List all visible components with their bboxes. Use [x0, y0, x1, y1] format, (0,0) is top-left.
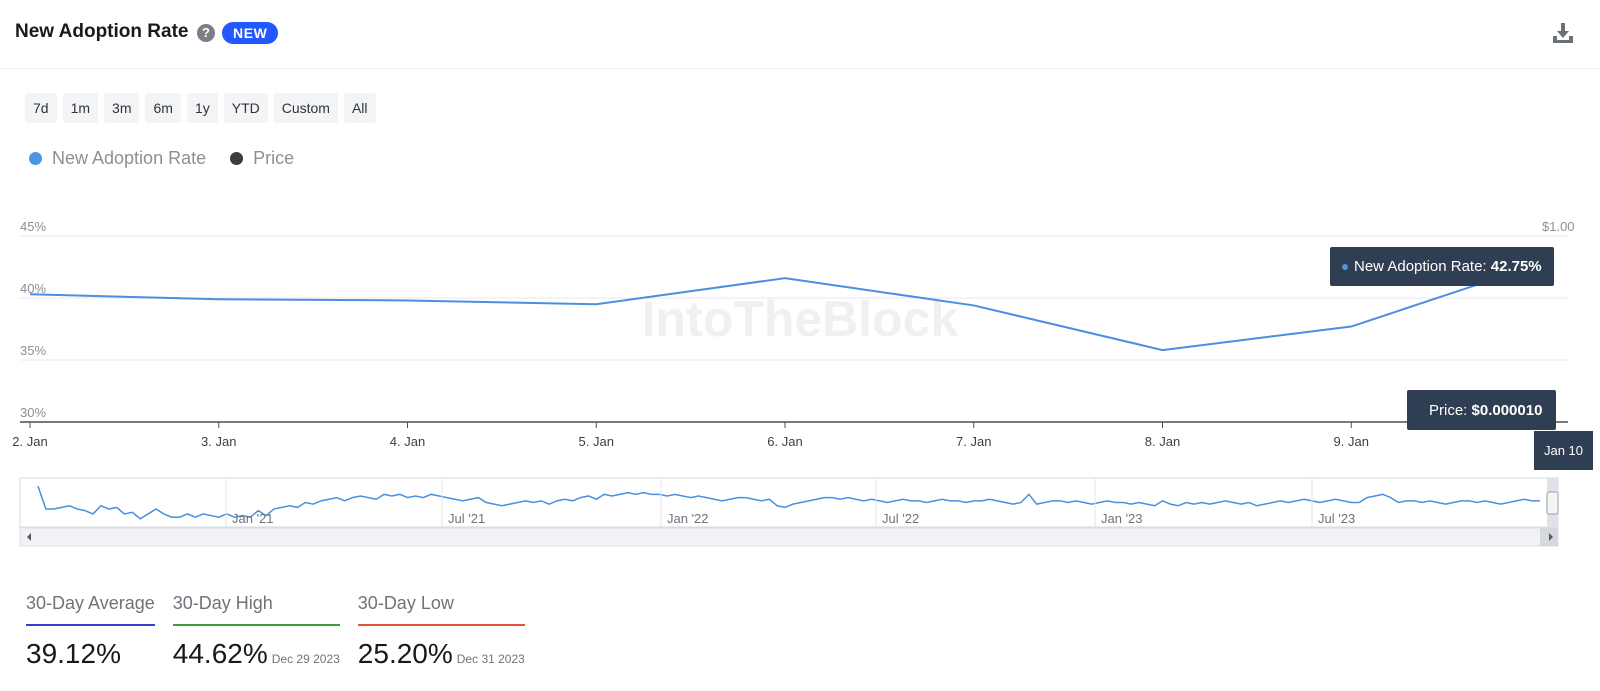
tooltip-price: Price: $0.000010: [1407, 390, 1557, 430]
stat-30-day-low: 30-Day Low 25.20% Dec 31 2023: [357, 593, 525, 670]
data-point[interactable]: [28, 292, 32, 296]
line-chart[interactable]: 30% 35% 40% 45% $1.00 IntoTheBlock 2. Jan 3. Ja…: [0, 200, 1600, 560]
x-tick-label: 9. Jan: [1334, 434, 1369, 449]
stats-row: 30-Day Average 39.12% 30-Day High 44.62%…: [26, 593, 543, 670]
help-icon[interactable]: ?: [197, 24, 215, 42]
range-custom-button[interactable]: Custom: [273, 93, 338, 123]
x-tick-label: 3. Jan: [201, 434, 236, 449]
scroll-left-icon[interactable]: [27, 533, 31, 541]
data-point[interactable]: [1349, 325, 1353, 329]
data-point[interactable]: [594, 302, 598, 306]
navigator-series: [37, 485, 1540, 520]
range-7d-button[interactable]: 7d: [25, 93, 57, 123]
tooltip-price-label: Price:: [1429, 401, 1468, 419]
legend-item-price[interactable]: Price: [230, 148, 294, 169]
navigator-label: Jul '22: [882, 511, 919, 526]
y-tick-label: 45%: [20, 219, 46, 234]
download-icon[interactable]: [1552, 22, 1574, 44]
legend-item-adoption-rate[interactable]: New Adoption Rate: [29, 148, 206, 169]
legend-label-adoption-rate: New Adoption Rate: [52, 148, 207, 168]
stat-label: 30-Day High: [172, 593, 340, 626]
tooltip-adoption-rate: New Adoption Rate: 42.75%: [1330, 247, 1554, 286]
right-axis-tick-label: $1.00: [1542, 219, 1575, 234]
chart-header: New Adoption Rate ? NEW: [0, 0, 1600, 69]
new-badge: NEW: [222, 22, 279, 44]
data-point[interactable]: [406, 298, 410, 302]
stat-value: 39.12%: [26, 638, 121, 669]
range-selector: 7d 1m 3m 6m 1y YTD Custom All: [25, 93, 376, 123]
y-tick-label: 40%: [20, 281, 46, 296]
tooltip-dot: [1342, 263, 1348, 270]
navigator-label: Jan '22: [667, 511, 709, 526]
data-point[interactable]: [217, 297, 221, 301]
x-tick-label: 5. Jan: [579, 434, 614, 449]
navigator-label: Jan '23: [1101, 511, 1143, 526]
tooltip-rate-value: 42.75%: [1490, 258, 1542, 275]
data-point[interactable]: [972, 303, 976, 307]
legend-dot-adoption-rate: [29, 152, 42, 165]
stat-30-day-average: 30-Day Average 39.12%: [26, 593, 155, 670]
stat-value: 25.20% Dec 31 2023: [357, 638, 525, 669]
series-line-adoption-rate: [29, 262, 1541, 352]
data-point[interactable]: [1161, 348, 1165, 352]
legend-dot-price: [230, 152, 244, 165]
stat-30-day-high: 30-Day High 44.62% Dec 29 2023: [172, 593, 340, 670]
tooltip-date: Jan 10: [1534, 431, 1593, 470]
range-all-button[interactable]: All: [343, 93, 376, 123]
range-1y-button[interactable]: 1y: [186, 93, 218, 123]
stat-label: 30-Day Average: [26, 593, 155, 626]
chart-legend: New Adoption Rate Price: [29, 148, 318, 169]
page-title: New Adoption Rate: [15, 21, 189, 42]
x-tick-label: 2. Jan: [12, 434, 47, 449]
watermark: IntoTheBlock: [642, 291, 959, 347]
tooltip-price-value: $0.000010: [1471, 401, 1543, 419]
navigator-label: Jul '23: [1318, 511, 1355, 526]
x-tick-label: 7. Jan: [956, 434, 991, 449]
stat-value: 44.62% Dec 29 2023: [172, 638, 340, 669]
tooltip-rate-label: New Adoption Rate:: [1354, 258, 1487, 275]
scroll-right-icon[interactable]: [1549, 533, 1553, 541]
range-3m-button[interactable]: 3m: [104, 93, 140, 123]
stat-date: Dec 29 2023: [271, 652, 340, 666]
x-tick-label: 4. Jan: [390, 434, 425, 449]
scrollbar-track[interactable]: [19, 527, 1559, 547]
y-tick-label: 30%: [20, 405, 46, 420]
navigator-frame: [19, 477, 1559, 528]
navigator-label: Jul '21: [448, 511, 485, 526]
stat-date: Dec 31 2023: [456, 652, 525, 666]
range-6m-button[interactable]: 6m: [145, 93, 181, 123]
navigator-label: Jan '21: [232, 511, 274, 526]
y-tick-label: 35%: [20, 343, 46, 358]
stat-label: 30-Day Low: [357, 593, 525, 626]
data-point[interactable]: [783, 276, 787, 280]
legend-label-price: Price: [253, 148, 295, 168]
x-tick-label: 8. Jan: [1145, 434, 1180, 449]
navigator-handle[interactable]: [1546, 491, 1559, 515]
range-1m-button[interactable]: 1m: [62, 93, 99, 123]
x-tick-label: 6. Jan: [767, 434, 802, 449]
range-ytd-button[interactable]: YTD: [223, 93, 268, 123]
